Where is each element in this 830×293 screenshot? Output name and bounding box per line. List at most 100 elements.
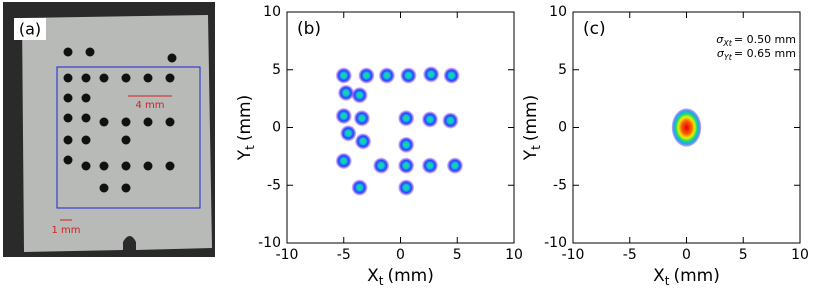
axis-label-unit: (mm): [673, 266, 719, 286]
sigma-annotation: σYt = 0.65 mm: [717, 47, 796, 62]
axis-label-sub: t: [665, 274, 670, 288]
sigma-symbol: σ: [716, 33, 724, 46]
axis-label-sub: t: [379, 274, 384, 288]
hole: [63, 47, 73, 57]
axis-label-main: Y: [235, 149, 255, 161]
hole: [81, 161, 91, 171]
y-tick-label: 0: [272, 120, 281, 136]
y-tick-label: -5: [553, 177, 567, 193]
axis-label: Xt (mm): [653, 266, 720, 288]
axis-label: Xt (mm): [367, 266, 434, 288]
x-tick-label: 5: [453, 247, 462, 263]
spot: [398, 157, 415, 174]
spot: [422, 111, 439, 128]
x-tick-label: -10: [562, 247, 585, 263]
y-tick-label: 5: [558, 62, 567, 78]
hole: [167, 53, 177, 63]
axis-label-unit: (mm): [235, 95, 255, 141]
plot-frame: [286, 11, 515, 244]
spot: [398, 136, 415, 153]
axis-label-main: X: [653, 266, 665, 286]
spot: [335, 67, 352, 84]
x-tick-label: 10: [505, 247, 523, 263]
spot: [398, 110, 415, 127]
sigma-annotation: σXt = 0.50 mm: [716, 33, 796, 48]
spot: [351, 87, 368, 104]
panel-label: (c): [583, 19, 606, 39]
axis-label: Yt (mm): [235, 95, 257, 162]
hole: [99, 73, 109, 83]
hole: [63, 73, 73, 83]
hole: [121, 73, 131, 83]
y-tick-label: 0: [558, 120, 567, 136]
axis-label-unit: (mm): [521, 95, 541, 141]
plate: [22, 15, 212, 252]
spot: [442, 112, 459, 129]
x-tick-label: 0: [396, 247, 405, 263]
panel-label: (a): [19, 20, 41, 39]
spot: [378, 67, 395, 84]
label-box: [14, 18, 46, 40]
hole: [121, 135, 131, 145]
holes: [63, 47, 177, 193]
y-tick-label: -5: [267, 177, 281, 193]
photo-panel: 4 mm 1 mm (a): [3, 2, 215, 257]
spot: [335, 152, 352, 169]
hole: [85, 47, 95, 57]
hole: [121, 183, 131, 193]
sigma-text: = 0.50 mm: [734, 33, 796, 46]
hole: [143, 73, 153, 83]
scale-label: 4 mm: [135, 100, 164, 111]
y-tick-label: -10: [258, 235, 281, 251]
sigma-symbol: σ: [717, 47, 725, 60]
hole: [63, 113, 73, 123]
spot: [351, 179, 368, 196]
spot: [443, 67, 460, 84]
spot: [423, 66, 440, 83]
beam-spot: [671, 108, 702, 147]
hole: [63, 93, 73, 103]
y-tick-label: 10: [263, 4, 281, 20]
sigma-text: = 0.65 mm: [734, 47, 796, 60]
hole: [121, 161, 131, 171]
spot: [446, 157, 463, 174]
sigma-subscript: Xt: [722, 39, 732, 48]
hole: [143, 117, 153, 127]
hole: [165, 73, 175, 83]
axis-label: Yt (mm): [521, 95, 543, 162]
panel-label: (b): [297, 19, 321, 39]
x-tick-label: -5: [337, 247, 351, 263]
hole: [165, 161, 175, 171]
y-tick-label: 10: [549, 4, 567, 20]
spot: [398, 179, 415, 196]
spot: [335, 107, 352, 124]
axis-label-main: Y: [521, 149, 541, 161]
scale-label: 1 mm: [51, 225, 80, 236]
spot: [340, 125, 357, 142]
x-tick-label: 0: [682, 247, 691, 263]
spot: [338, 84, 355, 101]
x-tick-label: 5: [739, 247, 748, 263]
hole: [121, 117, 131, 127]
x-tick-label: -5: [623, 247, 637, 263]
sigma-subscript: Yt: [724, 53, 733, 62]
spot: [355, 133, 372, 150]
x-tick-label: 10: [791, 247, 809, 263]
hole: [81, 73, 91, 83]
hole: [99, 117, 109, 127]
hole: [63, 155, 73, 165]
x-tick-label: -10: [276, 247, 299, 263]
roi-box: [56, 66, 201, 209]
axis-label-sub: t: [529, 145, 543, 150]
hole: [81, 113, 91, 123]
spot: [353, 110, 370, 127]
spot: [373, 157, 390, 174]
y-tick-label: -10: [544, 235, 567, 251]
hole: [81, 93, 91, 103]
spot: [422, 157, 439, 174]
hole: [165, 117, 175, 127]
hole: [81, 135, 91, 145]
